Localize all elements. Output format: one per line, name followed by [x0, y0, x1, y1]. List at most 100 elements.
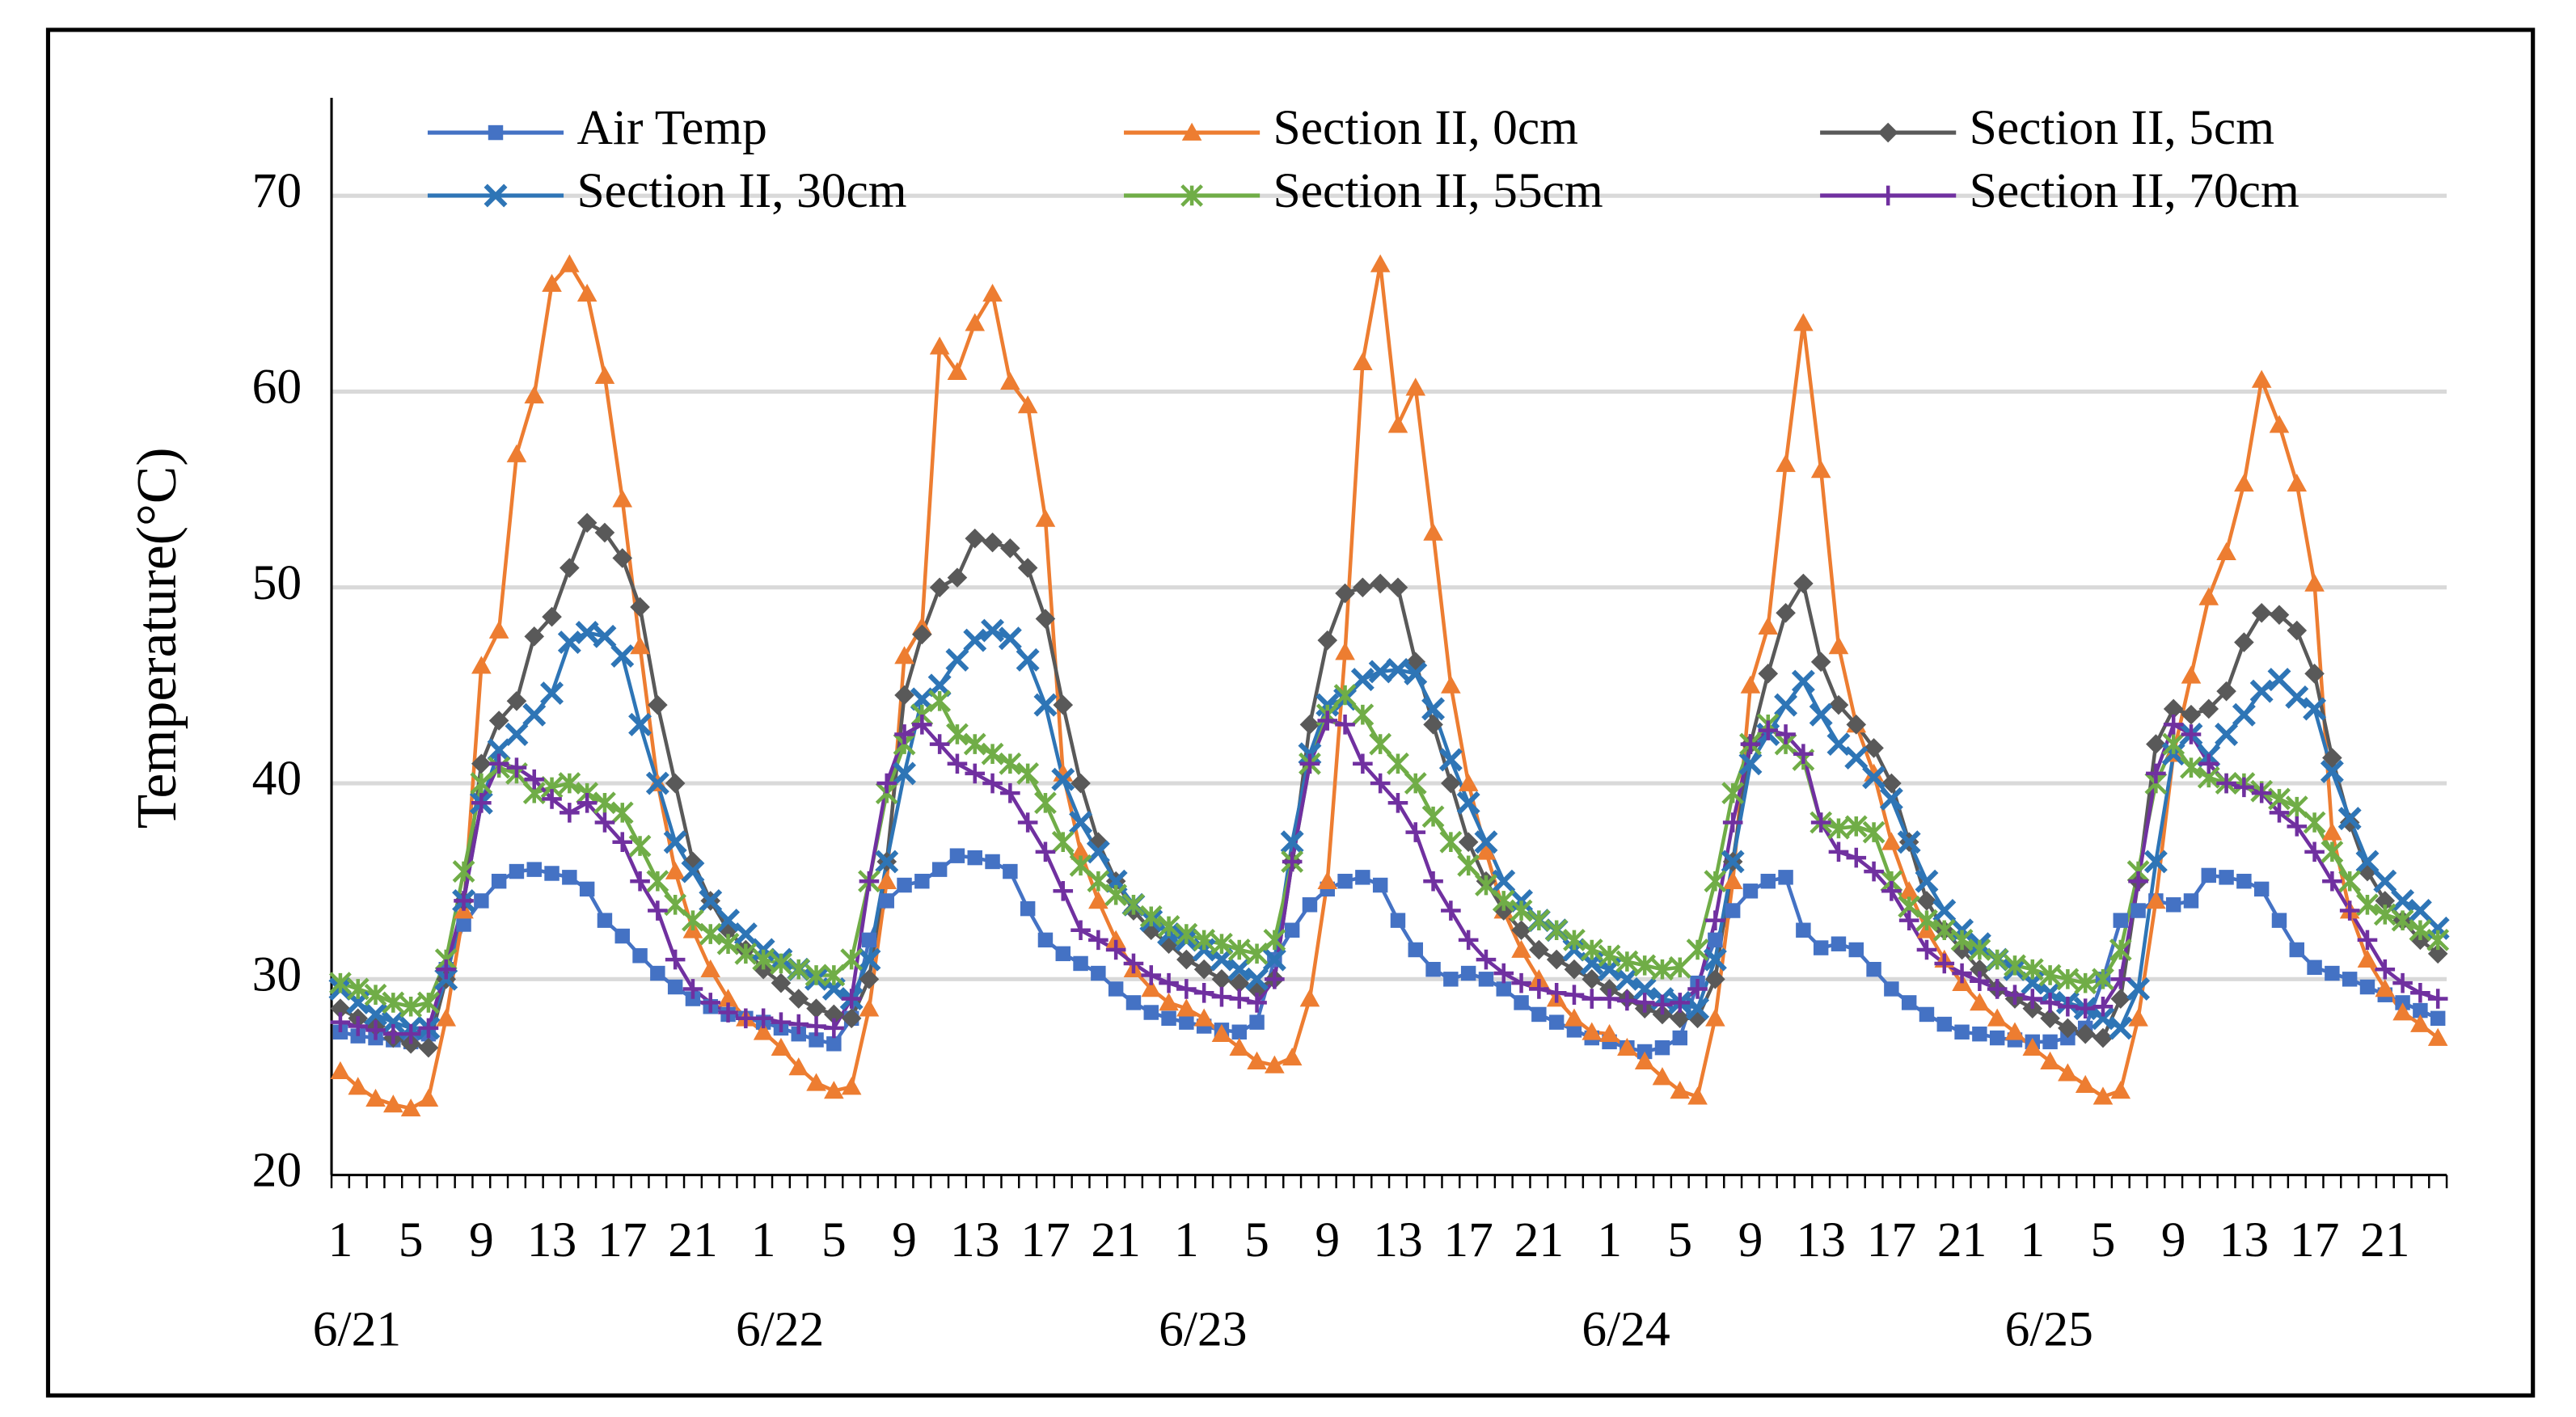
marker [650, 965, 665, 981]
marker [879, 893, 894, 909]
marker [1511, 939, 1531, 958]
marker [1884, 981, 1899, 997]
marker [1563, 928, 1586, 951]
marker [648, 900, 668, 921]
marker [2357, 949, 2378, 968]
marker [1355, 870, 1370, 885]
marker [1016, 647, 1040, 672]
marker [540, 681, 564, 706]
marker [2408, 899, 2432, 923]
marker [1898, 910, 1919, 930]
marker [1654, 1040, 1670, 1056]
marker [436, 959, 457, 980]
marker [1000, 782, 1020, 803]
marker [1425, 961, 1441, 977]
marker [2320, 760, 2344, 783]
marker [2058, 1063, 2078, 1082]
marker [2338, 870, 2362, 893]
marker [1122, 893, 1145, 917]
marker [1615, 950, 1639, 973]
marker [2427, 989, 2448, 1009]
marker [1105, 930, 1126, 948]
x-tick-label: 1 [1597, 1212, 1622, 1267]
marker [1809, 702, 1833, 727]
marker [612, 489, 633, 508]
marker [841, 1077, 862, 1095]
marker [2342, 972, 2358, 987]
marker [383, 1094, 403, 1113]
marker [2075, 1023, 2096, 1044]
marker [1017, 395, 1038, 414]
marker [1848, 942, 1864, 958]
marker [1229, 1037, 1250, 1056]
marker [947, 567, 968, 588]
marker [809, 1032, 824, 1048]
marker [1157, 915, 1180, 938]
marker [1972, 1026, 1987, 1042]
marker [593, 624, 617, 648]
marker [787, 958, 810, 981]
marker [2216, 773, 2236, 794]
marker [330, 1012, 351, 1032]
marker [931, 862, 948, 877]
marker [1475, 874, 1497, 896]
marker [632, 948, 648, 964]
marker [2391, 888, 2415, 913]
marker [733, 922, 758, 947]
marker [1813, 940, 1829, 955]
marker [348, 1016, 369, 1036]
day-label: 6/24 [1581, 1302, 1670, 1357]
marker [1548, 1014, 1565, 1030]
marker [1932, 918, 1956, 942]
marker [947, 753, 968, 774]
marker [1071, 773, 1091, 794]
marker [2409, 918, 2432, 942]
marker [1088, 832, 1109, 853]
marker [1193, 982, 1214, 1003]
marker [718, 1002, 738, 1023]
marker [474, 893, 489, 909]
x-tick-label: 21 [1091, 1212, 1141, 1267]
x-tick-label: 17 [1443, 1212, 1493, 1267]
marker [929, 734, 950, 754]
marker [716, 932, 740, 955]
marker [1708, 932, 1723, 948]
marker [1564, 985, 1585, 1006]
marker [575, 620, 599, 644]
marker [1249, 1014, 1265, 1030]
marker [1421, 697, 1446, 721]
marker [2232, 702, 2256, 727]
marker [876, 871, 897, 890]
marker [2322, 822, 2342, 841]
marker [2430, 1010, 2446, 1027]
marker [1143, 1005, 1159, 1020]
marker [2110, 1081, 2131, 1099]
marker [558, 772, 581, 795]
marker [1496, 981, 1511, 997]
marker [681, 859, 705, 884]
marker [2234, 632, 2254, 652]
marker [1566, 1023, 1582, 1038]
marker [2130, 903, 2146, 918]
marker [1033, 693, 1058, 717]
marker [1721, 782, 1745, 805]
marker [1740, 675, 1761, 694]
marker [1703, 947, 1727, 972]
marker [488, 124, 504, 141]
x-tick-label: 5 [1244, 1212, 1269, 1267]
marker [2267, 668, 2291, 692]
marker [418, 1088, 439, 1107]
marker [2304, 573, 2325, 592]
marker [861, 932, 877, 948]
marker [1020, 900, 1036, 917]
marker [1529, 969, 1549, 988]
marker [1037, 932, 1054, 948]
marker [1317, 630, 1338, 651]
marker [597, 913, 613, 928]
marker [822, 964, 846, 987]
marker [1404, 772, 1427, 795]
marker [1970, 959, 1990, 980]
marker [524, 385, 545, 404]
marker [1265, 1055, 1285, 1073]
